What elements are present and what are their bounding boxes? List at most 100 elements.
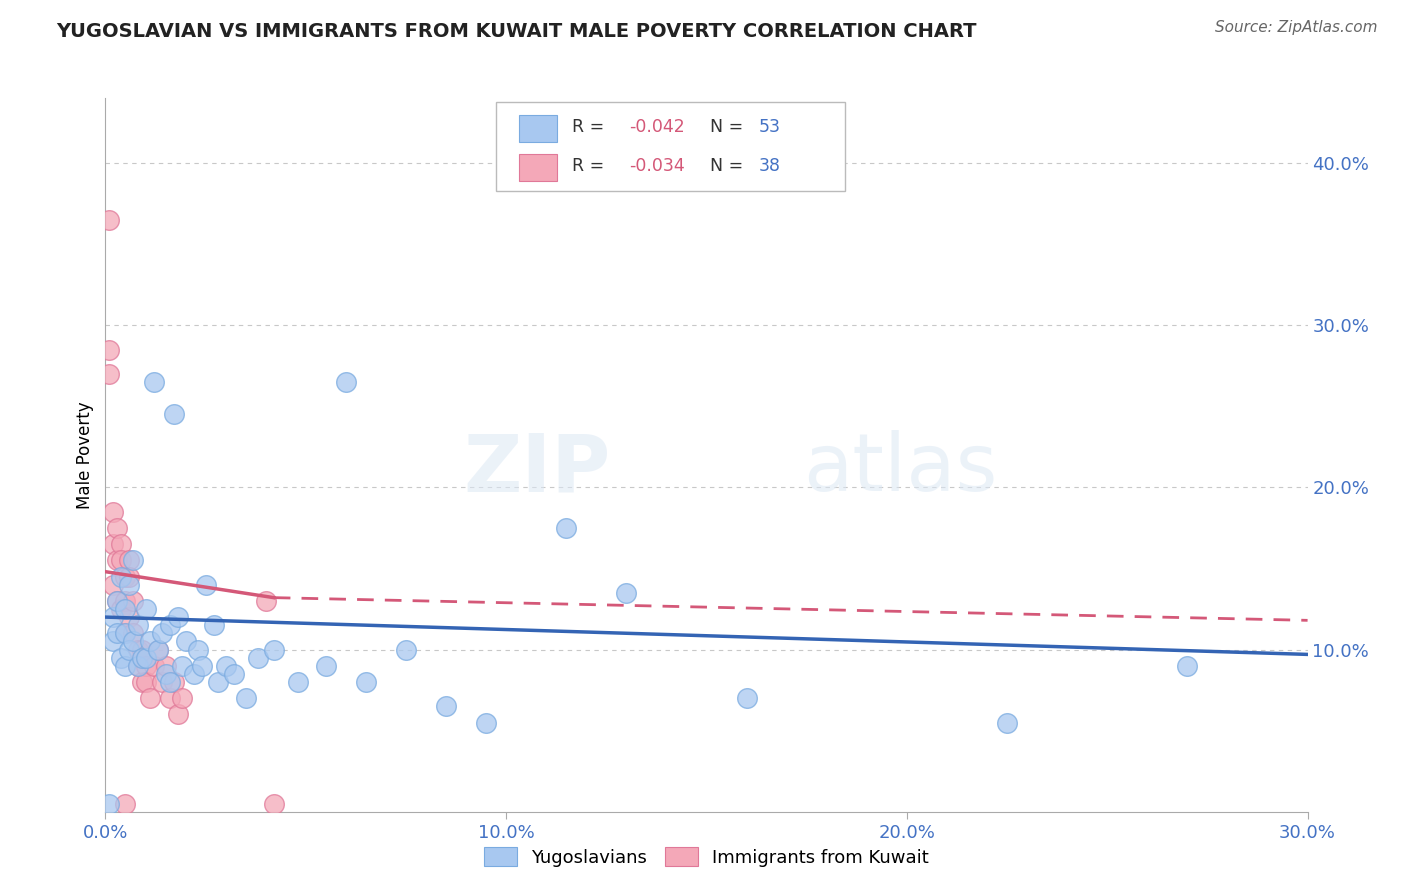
Point — [110, 569, 132, 583]
Point — [142, 658, 165, 673]
Text: -0.034: -0.034 — [630, 157, 685, 175]
Point — [202, 618, 225, 632]
Point — [235, 691, 257, 706]
Point — [315, 658, 337, 673]
Text: Source: ZipAtlas.com: Source: ZipAtlas.com — [1215, 20, 1378, 35]
Point — [103, 610, 125, 624]
Point — [135, 650, 157, 665]
Point — [155, 658, 177, 673]
Point — [114, 602, 136, 616]
Point — [170, 691, 193, 706]
Point — [131, 675, 153, 690]
Point — [107, 521, 129, 535]
Point — [159, 618, 181, 632]
Point — [207, 675, 229, 690]
Point — [127, 658, 149, 673]
Point — [146, 642, 169, 657]
Point — [155, 666, 177, 681]
Text: 38: 38 — [758, 157, 780, 175]
Point — [150, 675, 173, 690]
Point — [150, 626, 173, 640]
Point — [616, 586, 638, 600]
Point — [135, 602, 157, 616]
Point — [122, 626, 145, 640]
Point — [214, 658, 236, 673]
Point — [110, 602, 132, 616]
Point — [127, 642, 149, 657]
Text: R =: R = — [572, 118, 610, 136]
Point — [135, 658, 157, 673]
Point — [114, 569, 136, 583]
Point — [122, 634, 145, 648]
Point — [222, 666, 245, 681]
Point — [135, 675, 157, 690]
Point — [118, 553, 141, 567]
Point — [183, 666, 205, 681]
Point — [995, 715, 1018, 730]
Point — [110, 537, 132, 551]
Point — [146, 642, 169, 657]
Point — [131, 642, 153, 657]
Point — [122, 553, 145, 567]
Point — [98, 367, 121, 381]
Point — [98, 797, 121, 811]
Text: 53: 53 — [758, 118, 780, 136]
Point — [118, 642, 141, 657]
Point — [162, 675, 184, 690]
Point — [107, 594, 129, 608]
Point — [162, 408, 184, 422]
Point — [118, 577, 141, 591]
Point — [98, 343, 121, 357]
Point — [127, 618, 149, 632]
Text: atlas: atlas — [803, 430, 997, 508]
Point — [142, 375, 165, 389]
Point — [118, 569, 141, 583]
Point — [1177, 658, 1199, 673]
Point — [107, 594, 129, 608]
Point — [287, 675, 309, 690]
Point — [187, 642, 209, 657]
Point — [131, 650, 153, 665]
Point — [166, 610, 188, 624]
Text: ZIP: ZIP — [463, 430, 610, 508]
Point — [190, 658, 212, 673]
Point — [246, 650, 269, 665]
Point — [103, 634, 125, 648]
Point — [110, 553, 132, 567]
Point — [159, 691, 181, 706]
Point — [395, 642, 418, 657]
Point — [118, 610, 141, 624]
Text: N =: N = — [710, 118, 749, 136]
Point — [103, 537, 125, 551]
Point — [103, 505, 125, 519]
Point — [475, 715, 498, 730]
Text: YUGOSLAVIAN VS IMMIGRANTS FROM KUWAIT MALE POVERTY CORRELATION CHART: YUGOSLAVIAN VS IMMIGRANTS FROM KUWAIT MA… — [56, 22, 977, 41]
Bar — [519, 153, 557, 181]
Point — [354, 675, 377, 690]
Point — [114, 626, 136, 640]
Text: N =: N = — [710, 157, 749, 175]
Point — [170, 658, 193, 673]
FancyBboxPatch shape — [496, 102, 845, 191]
Point — [735, 691, 758, 706]
Text: -0.042: -0.042 — [630, 118, 685, 136]
Point — [114, 626, 136, 640]
Point — [263, 797, 285, 811]
Point — [263, 642, 285, 657]
Y-axis label: Male Poverty: Male Poverty — [76, 401, 94, 508]
Point — [114, 658, 136, 673]
Point — [114, 594, 136, 608]
Point — [194, 577, 217, 591]
Text: R =: R = — [572, 157, 610, 175]
Point — [98, 212, 121, 227]
Point — [174, 634, 197, 648]
Point — [138, 691, 160, 706]
Point — [254, 594, 277, 608]
Bar — [519, 115, 557, 142]
Point — [127, 658, 149, 673]
Point — [107, 553, 129, 567]
Point — [159, 675, 181, 690]
Legend: Yugoslavians, Immigrants from Kuwait: Yugoslavians, Immigrants from Kuwait — [477, 840, 936, 874]
Point — [122, 594, 145, 608]
Point — [107, 626, 129, 640]
